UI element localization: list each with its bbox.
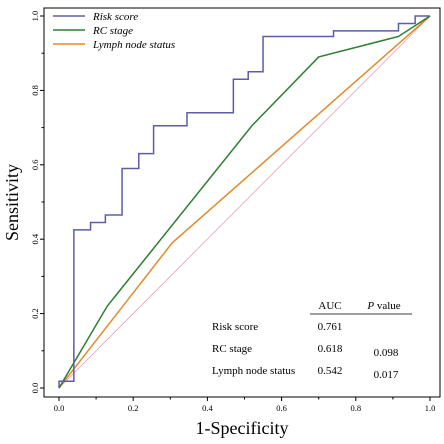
reference-line (58, 15, 431, 389)
y-tick-label: 1.0 (30, 11, 40, 22)
legend-label: Risk score (92, 11, 138, 23)
table-row-label: RC stage (212, 343, 252, 355)
table-row-auc: 0.542 (318, 365, 343, 377)
y-tick-label: 0.2 (30, 308, 40, 319)
table-row-p: 0.098 (374, 347, 399, 359)
plot-frame (43, 7, 441, 398)
stats-table: AUC P value Risk score 0.761 RC stage 0.618 0.… (212, 300, 412, 381)
y-axis-title: Sensitivity (2, 164, 22, 241)
x-tick-label: 0.8 (350, 403, 361, 413)
y-tick-label: 0.6 (30, 159, 40, 170)
table-row-label: Risk score (212, 321, 258, 333)
legend-label: Lymph node status (92, 39, 175, 51)
table-row-label: Lymph node status (212, 365, 295, 377)
series-line-risk-score (58, 15, 430, 388)
x-tick-label: 1.0 (425, 403, 436, 413)
series-line-lymph-node-status (58, 15, 431, 389)
x-axis-title: 1-Specificity (196, 418, 289, 438)
table-header-auc: AUC (318, 300, 341, 312)
y-tick-label: 0.0 (30, 383, 40, 394)
x-tick-label: 0.0 (54, 403, 65, 413)
y-tick-label: 0.4 (30, 233, 40, 244)
axis-ticks: 0.0 0.2 0.4 0.6 0.8 1.0 0.0 0.2 0.4 0.6 0.8 1.0 (30, 11, 435, 413)
x-tick-label: 0.2 (128, 403, 139, 413)
y-tick-label: 0.8 (30, 85, 40, 96)
table-header-p: P value (366, 300, 400, 312)
table-row-auc: 0.618 (318, 343, 343, 355)
roc-curves (58, 15, 431, 389)
series-line-rc-stage (58, 15, 431, 389)
legend-label: RC stage (92, 25, 133, 37)
x-tick-label: 0.4 (202, 403, 213, 413)
table-row-auc: 0.761 (318, 321, 343, 333)
table-row-p: 0.017 (374, 369, 399, 381)
legend: Risk score RC stage Lymph node status (53, 11, 175, 51)
x-tick-label: 0.6 (276, 403, 287, 413)
